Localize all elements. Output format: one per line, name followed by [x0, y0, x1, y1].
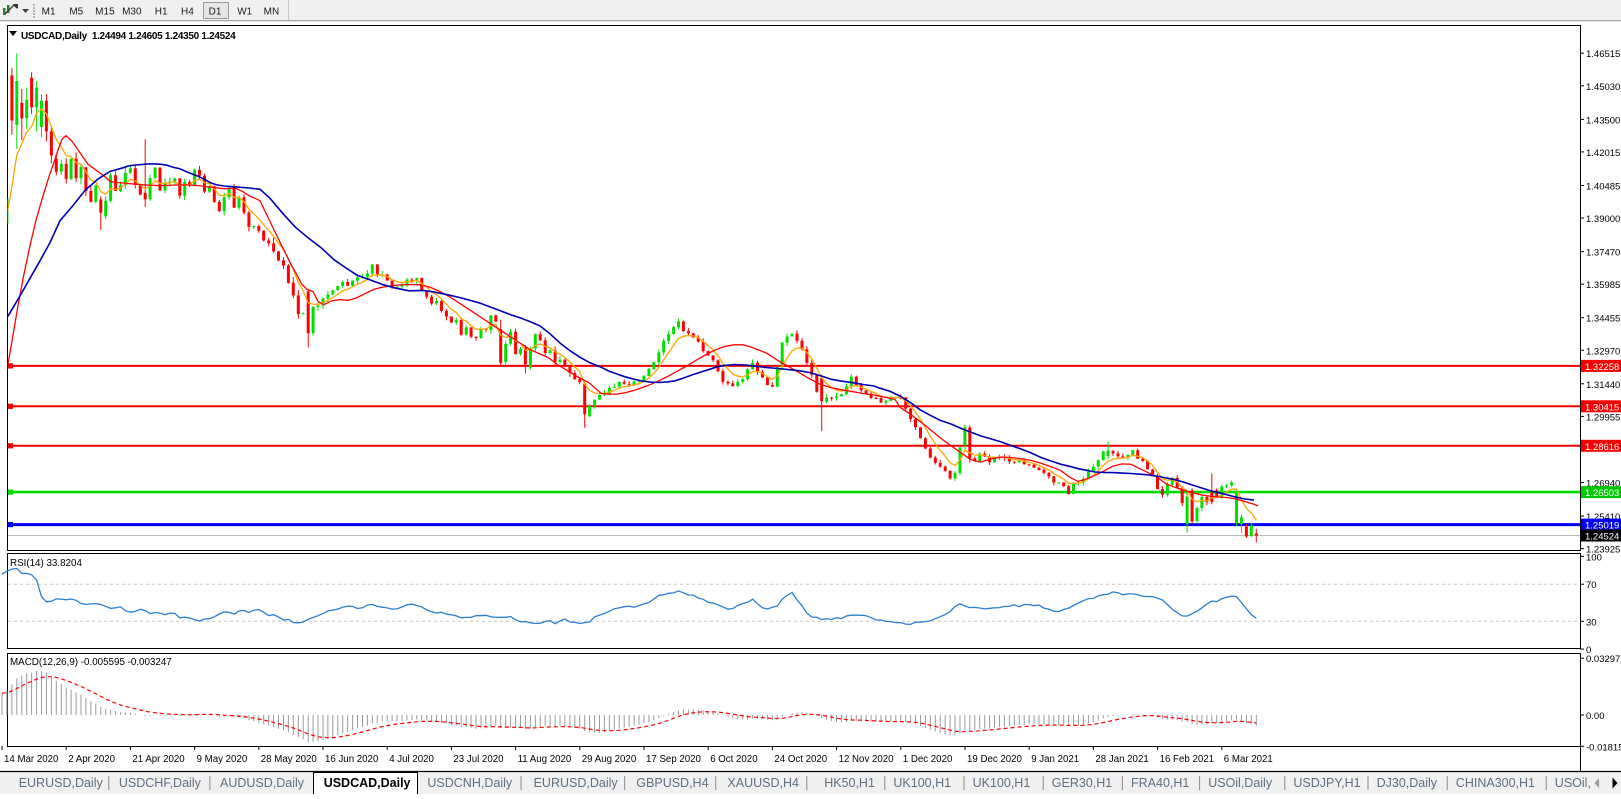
svg-text:12 Nov 2020: 12 Nov 2020: [839, 754, 895, 765]
svg-text:29 Aug 2020: 29 Aug 2020: [582, 754, 637, 765]
svg-text:0: 0: [1586, 645, 1591, 656]
svg-text:14 Mar 2020: 14 Mar 2020: [4, 754, 59, 765]
svg-text:1.34455: 1.34455: [1586, 314, 1620, 325]
svg-text:70: 70: [1586, 580, 1597, 591]
svg-text:4 Jul 2020: 4 Jul 2020: [389, 754, 434, 765]
svg-text:1.31440: 1.31440: [1586, 380, 1620, 391]
svg-text:28 May 2020: 28 May 2020: [261, 754, 318, 765]
svg-text:USDJPY,H1: USDJPY,H1: [1293, 776, 1360, 790]
svg-text:1.30415: 1.30415: [1585, 402, 1619, 413]
svg-text:1.37470: 1.37470: [1586, 248, 1620, 259]
svg-text:W1: W1: [237, 7, 252, 18]
svg-text:23 Jul 2020: 23 Jul 2020: [453, 754, 504, 765]
svg-text:1.40485: 1.40485: [1586, 182, 1620, 193]
svg-text:EURUSD,Daily: EURUSD,Daily: [19, 776, 104, 790]
svg-text:M15: M15: [95, 7, 115, 18]
svg-text:1.39000: 1.39000: [1586, 214, 1620, 225]
svg-text:19 Dec 2020: 19 Dec 2020: [967, 754, 1023, 765]
svg-text:USDCHF,Daily: USDCHF,Daily: [119, 776, 202, 790]
svg-text:16 Feb 2021: 16 Feb 2021: [1160, 754, 1214, 765]
svg-text:-0.018154: -0.018154: [1586, 742, 1621, 753]
svg-text:21 Apr 2020: 21 Apr 2020: [132, 754, 185, 765]
svg-text:UK100,H1: UK100,H1: [973, 776, 1031, 790]
svg-text:2 Apr 2020: 2 Apr 2020: [68, 754, 115, 765]
svg-text:0.032972: 0.032972: [1586, 654, 1621, 665]
svg-text:1.46515: 1.46515: [1586, 49, 1620, 60]
svg-text:6 Oct 2020: 6 Oct 2020: [710, 754, 758, 765]
svg-text:1.35985: 1.35985: [1586, 280, 1620, 291]
svg-text:D1: D1: [209, 7, 222, 18]
svg-text:1.24524: 1.24524: [1585, 532, 1619, 543]
svg-text:1.42015: 1.42015: [1586, 148, 1620, 159]
svg-text:11 Aug 2020: 11 Aug 2020: [518, 754, 572, 765]
svg-text:MN: MN: [264, 7, 280, 18]
svg-text:6 Mar 2021: 6 Mar 2021: [1224, 754, 1273, 765]
svg-text:DJ30,Daily: DJ30,Daily: [1377, 776, 1438, 790]
svg-text:1.32258: 1.32258: [1585, 362, 1619, 373]
svg-text:USDCNH,Daily: USDCNH,Daily: [427, 776, 512, 790]
svg-text:M1: M1: [42, 7, 56, 18]
svg-text:UK100,H1: UK100,H1: [893, 776, 951, 790]
svg-text:RSI(14) 33.8204: RSI(14) 33.8204: [10, 558, 82, 569]
svg-text:30: 30: [1586, 617, 1597, 628]
svg-text:M30: M30: [122, 7, 142, 18]
svg-text:1.23925: 1.23925: [1586, 545, 1620, 556]
svg-text:XAUUSD,H4: XAUUSD,H4: [727, 776, 799, 790]
svg-text:24 Oct 2020: 24 Oct 2020: [774, 754, 827, 765]
svg-text:0.00: 0.00: [1586, 711, 1605, 722]
svg-text:M5: M5: [69, 7, 83, 18]
svg-text:1.43500: 1.43500: [1586, 115, 1620, 126]
svg-text:AUDUSD,Daily: AUDUSD,Daily: [220, 776, 305, 790]
svg-text:USOil,: USOil,: [1555, 776, 1591, 790]
svg-text:1.45030: 1.45030: [1586, 82, 1620, 93]
svg-text:1.25410: 1.25410: [1586, 512, 1620, 523]
svg-text:USDCAD,Daily: USDCAD,Daily: [324, 776, 411, 790]
svg-text:GER30,H1: GER30,H1: [1052, 776, 1112, 790]
svg-text:GBPUSD,H4: GBPUSD,H4: [636, 776, 708, 790]
svg-text:USOil,Daily: USOil,Daily: [1208, 776, 1273, 790]
svg-text:1.28616: 1.28616: [1585, 442, 1619, 453]
svg-text:HK50,H1: HK50,H1: [824, 776, 875, 790]
svg-text:28 Jan 2021: 28 Jan 2021: [1095, 754, 1148, 765]
svg-text:CHINA300,H1: CHINA300,H1: [1456, 776, 1535, 790]
svg-text:9 May 2020: 9 May 2020: [197, 754, 248, 765]
svg-text:FRA40,H1: FRA40,H1: [1131, 776, 1189, 790]
svg-text:9 Jan 2021: 9 Jan 2021: [1031, 754, 1079, 765]
svg-text:1.26503: 1.26503: [1585, 488, 1619, 499]
svg-text:1.32970: 1.32970: [1586, 346, 1620, 357]
svg-text:16 Jun 2020: 16 Jun 2020: [325, 754, 379, 765]
svg-text:100: 100: [1586, 552, 1602, 563]
svg-text:H4: H4: [181, 7, 194, 18]
svg-text:1.26940: 1.26940: [1586, 479, 1620, 490]
svg-text:USDCAD,Daily 1.24494 1.24605: USDCAD,Daily 1.24494 1.24605 1.24350 1.2…: [21, 31, 236, 42]
svg-text:1 Dec 2020: 1 Dec 2020: [903, 754, 953, 765]
svg-text:H1: H1: [155, 7, 168, 18]
svg-text:1.29955: 1.29955: [1586, 412, 1620, 423]
svg-text:EURUSD,Daily: EURUSD,Daily: [534, 776, 619, 790]
svg-text:17 Sep 2020: 17 Sep 2020: [646, 754, 702, 765]
svg-text:MACD(12,26,9) -0.005595 -0.003: MACD(12,26,9) -0.005595 -0.003247: [10, 657, 172, 668]
svg-text:1.25019: 1.25019: [1585, 521, 1619, 532]
